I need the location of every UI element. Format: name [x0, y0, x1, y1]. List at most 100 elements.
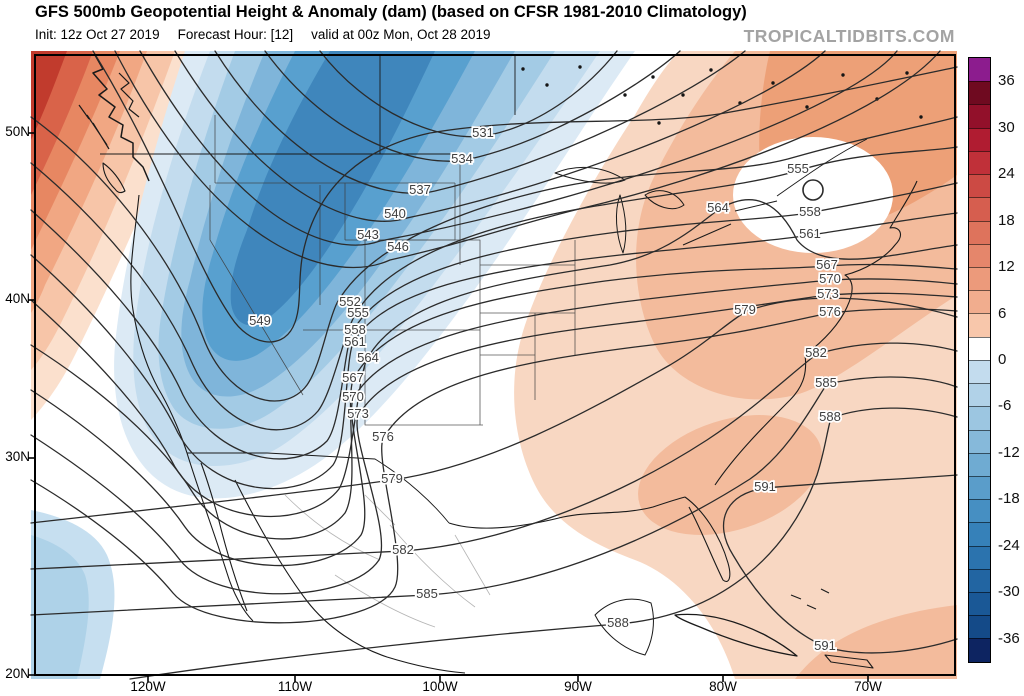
colorbar-tick-label: 18	[998, 211, 1015, 229]
colorbar-cell	[969, 336, 990, 360]
lon-tick-label: 110W	[277, 679, 313, 694]
colorbar-tick-label: -6	[998, 397, 1012, 415]
contour-label: 558	[799, 204, 821, 219]
colorbar-cell	[969, 568, 990, 593]
colorbar-cell	[969, 197, 990, 221]
colorbar-tick-label: -24	[998, 536, 1020, 554]
contour-label: 579	[381, 471, 403, 486]
colorbar-cell	[969, 150, 990, 175]
contour-label: 573	[817, 286, 839, 301]
colorbar-cell	[969, 174, 990, 198]
map-canvas: 531 534 537 540 543 546 549 552 555 558 561 564 567 5…	[28, 50, 958, 682]
lat-tick-label: 40N	[5, 291, 30, 306]
contour-label: 582	[392, 542, 414, 557]
contour-label: 576	[372, 429, 394, 444]
lat-tick-label: 50N	[5, 124, 30, 139]
contour-label: 534	[451, 151, 473, 166]
map-frame	[34, 54, 956, 676]
colorbar-tick-label: 6	[998, 304, 1007, 322]
contour-label: 549	[249, 313, 271, 328]
colorbar-cell	[969, 499, 990, 523]
colorbar-cell	[969, 615, 990, 639]
lon-tick-label: 70W	[854, 679, 882, 694]
colorbar-tick-label: 0	[998, 351, 1007, 368]
colorbar-cell	[969, 81, 990, 105]
contour-label: 564	[707, 200, 729, 215]
colorbar-tick-label: -30	[998, 583, 1020, 601]
geo-lines	[78, 54, 923, 674]
anomaly-fills	[31, 51, 957, 679]
contour-label: 567	[342, 370, 364, 385]
colorbar-cell	[969, 266, 990, 291]
colorbar-cell	[969, 359, 990, 384]
lon-tick-label: 100W	[422, 679, 458, 694]
forecast-hour: Forecast Hour: [12]	[177, 27, 294, 42]
colorbar-cell	[969, 406, 990, 430]
page-title: GFS 500mb Geopotential Height & Anomaly …	[35, 3, 747, 21]
colorbar-tick-label: 36	[998, 72, 1015, 90]
colorbar-cell	[969, 290, 990, 314]
contour-label: 585	[815, 375, 837, 390]
contour-label: 558	[344, 322, 366, 337]
contour-label: 537	[409, 182, 431, 197]
contour-label: 555	[347, 305, 369, 320]
colorbar-cell	[969, 475, 990, 500]
contour-label: 543	[357, 227, 379, 242]
colorbar-tick-label: -18	[998, 490, 1020, 508]
contour-label: 540	[384, 206, 406, 221]
colorbar-cell	[969, 522, 990, 546]
colorbar-cell	[969, 383, 990, 407]
colorbar-tick-label: -12	[998, 443, 1020, 461]
contour-label: 570	[342, 389, 364, 404]
contour-label: 567	[816, 257, 838, 272]
contour-label: 591	[814, 638, 836, 653]
axis-ticks	[28, 132, 869, 682]
low-center-marker	[802, 179, 824, 201]
colorbar-tick-label: -36	[998, 629, 1020, 647]
contour-label: 531	[472, 125, 494, 140]
colorbar-tick-label: 24	[998, 165, 1015, 183]
contour-label: 552	[339, 294, 361, 309]
contour-label: 588	[607, 615, 629, 630]
contour-label: 579	[734, 302, 756, 317]
contour-label: 591	[754, 479, 776, 494]
height-contours	[30, 50, 958, 680]
contour-label: 582	[805, 345, 827, 360]
contour-label: 561	[344, 334, 366, 349]
contour-label: 573	[347, 406, 369, 421]
lat-tick-label: 20N	[5, 666, 30, 681]
contour-label: 564	[357, 350, 379, 365]
contour-labels: 5315345375405435465495525555585615645675…	[247, 123, 842, 655]
colorbar-cell	[969, 58, 990, 82]
contour-label: 585	[416, 586, 438, 601]
valid-time: valid at 00z Mon, Oct 28 2019	[311, 27, 491, 42]
lat-tick-label: 30N	[5, 449, 30, 464]
contour-label: 576	[819, 304, 841, 319]
colorbar-tick-label: 30	[998, 118, 1015, 136]
weather-map-svg: 5315345375405435465495525555585615645675…	[28, 50, 958, 682]
contour-label: 570	[819, 271, 841, 286]
colorbar-cell	[969, 545, 990, 569]
colorbar-cell	[969, 638, 990, 662]
site-watermark: TROPICALTIDBITS.COM	[743, 26, 955, 46]
contour-label: 546	[387, 239, 409, 254]
contour-label: 561	[799, 226, 821, 241]
model-run-info: Init: 12z Oct 27 2019 Forecast Hour: [12]…	[35, 27, 509, 42]
colorbar-cell	[969, 104, 990, 128]
colorbar-cell	[969, 220, 990, 244]
colorbar-tick-label: 12	[998, 258, 1015, 276]
contour-label: 555	[787, 161, 809, 176]
contour-label: 588	[819, 409, 841, 424]
init-time: Init: 12z Oct 27 2019	[35, 27, 160, 42]
lon-tick-label: 90W	[564, 679, 592, 694]
colorbar-cell	[969, 592, 990, 616]
colorbar-cell	[969, 243, 990, 267]
colorbar-cell	[969, 127, 990, 151]
colorbar-cell	[969, 313, 990, 337]
colorbar-cell	[969, 429, 990, 453]
lon-tick-label: 120W	[130, 679, 166, 694]
colorbar-cell	[969, 452, 990, 476]
anomaly-colorbar	[968, 57, 991, 663]
lon-tick-label: 80W	[709, 679, 737, 694]
